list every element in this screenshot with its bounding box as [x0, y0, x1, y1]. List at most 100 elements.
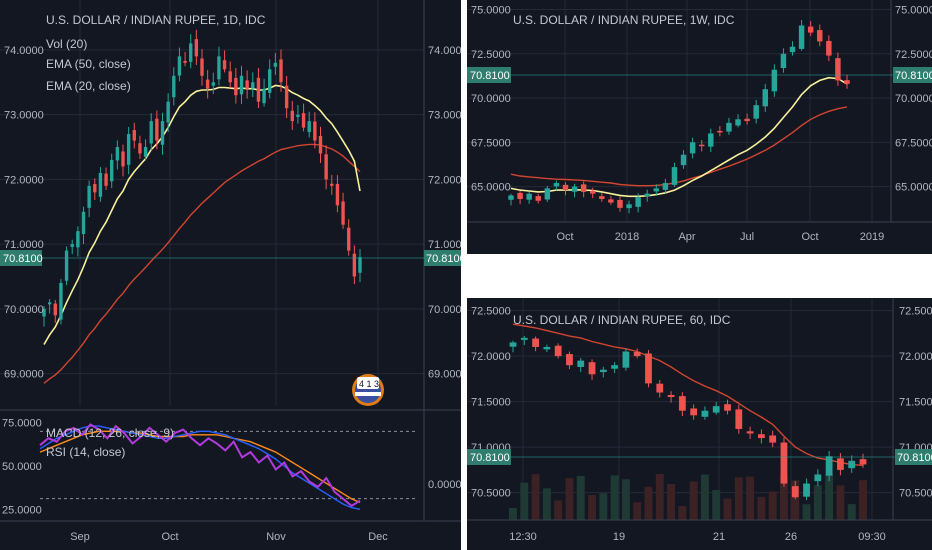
candle-body: [753, 105, 759, 119]
candle-body: [205, 79, 210, 89]
daily-last-price-left-badge: [0, 250, 42, 266]
volume-bar: [678, 506, 687, 520]
candle-body: [762, 89, 768, 107]
hourly-last-price-right: 70.8100: [897, 452, 932, 464]
price-tick-right: 71.5000: [899, 397, 932, 409]
candle-body: [608, 199, 614, 203]
candle-body: [580, 184, 587, 192]
candle-body: [126, 134, 131, 165]
candle-body: [746, 431, 754, 434]
candle-body: [653, 188, 660, 192]
indicator-vol-label[interactable]: Vol (20): [46, 37, 87, 51]
candle-body: [245, 80, 249, 89]
daily-ema50-layer: [43, 143, 361, 384]
volume-bar: [734, 477, 743, 520]
hourly-chart-panel[interactable]: 72.5000 72.5000 72.0000 72.0000 71.5000 71.50…: [467, 298, 932, 550]
candle-body: [296, 114, 300, 118]
candle-body: [517, 192, 523, 199]
candle-body: [769, 435, 777, 443]
candle-body: [680, 154, 687, 166]
volume-bar: [576, 475, 585, 520]
candle-body: [701, 410, 709, 417]
price-tick-right: 71.0000: [428, 239, 461, 251]
daily-last-price-tags: 70.8100 70.8100: [0, 250, 461, 266]
daily-ticks: 74.0000 74.0000 73.0000 73.0000 72.0000 72.00…: [2, 45, 461, 543]
candle-body: [47, 302, 52, 305]
volume-bar: [780, 474, 788, 520]
volume-bar: [565, 478, 574, 520]
weekly-last-price-left: 70.8100: [470, 70, 510, 82]
candle-body: [744, 118, 750, 122]
indicator-ema20-label[interactable]: EMA (20, close): [46, 79, 131, 93]
weekly-chart-svg[interactable]: 75.0000 75.0000 72.5000 72.5000 70.0000 70.00…: [467, 0, 932, 254]
candle-body: [53, 303, 57, 316]
candle-body: [667, 395, 675, 398]
candle-body: [121, 151, 125, 167]
indicator-rsi-label[interactable]: RSI (14, close): [46, 445, 125, 459]
hourly-chart-svg[interactable]: 72.5000 72.5000 72.0000 72.0000 71.5000 71.50…: [467, 298, 932, 550]
daily-chart-svg[interactable]: 74.0000 74.0000 73.0000 73.0000 72.0000 72.00…: [0, 0, 461, 550]
candle-body: [717, 130, 723, 133]
volume-bar: [667, 483, 676, 520]
candle-body: [268, 69, 272, 93]
candle-body: [143, 147, 148, 157]
candle-body: [301, 113, 306, 128]
price-tick-right: 67.5000: [895, 137, 932, 149]
candle-body: [543, 346, 551, 350]
price-tick-left: 75.0000: [471, 5, 511, 17]
candle-body: [544, 188, 551, 200]
candle-body: [307, 121, 311, 133]
candle-body: [724, 404, 731, 411]
price-tick-right: 69.0000: [428, 369, 461, 381]
time-tick: 26: [785, 531, 797, 543]
candle-body: [577, 360, 585, 367]
candle-body: [87, 185, 91, 208]
daily-last-price-right: 70.8100: [426, 253, 461, 265]
candle-body: [835, 58, 841, 81]
flag-badge[interactable]: 4 1 3: [352, 374, 384, 406]
time-tick: Dec: [368, 531, 388, 543]
rsi-line: [39, 423, 361, 508]
candle-body: [335, 183, 340, 206]
time-tick: Oct: [801, 231, 818, 243]
price-tick-left: 71.0000: [4, 239, 44, 251]
weekly-chart-panel[interactable]: 75.0000 75.0000 72.5000 72.5000 70.0000 70.00…: [467, 0, 932, 254]
volume-bar: [723, 498, 732, 520]
volume-bar: [509, 508, 517, 520]
weekly-last-price-left-badge: [467, 67, 511, 83]
candle-body: [848, 460, 856, 469]
candle-body: [825, 456, 833, 476]
indicator-ema50-label[interactable]: EMA (50, close): [46, 57, 131, 71]
candle-body: [155, 118, 159, 141]
candle-body: [726, 122, 732, 132]
candle-body: [826, 40, 832, 56]
hourly-last-price-right-badge: [895, 449, 932, 465]
hourly-chart-title: U.S. DOLLAR / INDIAN RUPEE, 60, IDC: [513, 313, 731, 327]
candle-body: [532, 338, 539, 347]
volume-bar: [746, 476, 755, 520]
candle-body: [611, 365, 618, 369]
price-tick-right: 72.0000: [428, 174, 461, 186]
price-tick-right: 72.5000: [899, 306, 932, 318]
candle-body: [803, 483, 810, 497]
candle-body: [758, 434, 765, 439]
candle-body: [273, 62, 278, 67]
candle-body: [256, 77, 261, 102]
candle-body: [115, 147, 120, 161]
candle-body: [160, 121, 165, 145]
candle-body: [110, 159, 114, 182]
candle-body: [42, 308, 46, 317]
weekly-ema50-layer: [510, 106, 848, 187]
price-tick-left: 70.0000: [4, 304, 44, 316]
volume-bar: [610, 475, 619, 520]
badge-label-box: [357, 377, 379, 389]
price-tick-right: 70.0000: [428, 304, 461, 316]
price-tick-right: 70.5000: [899, 488, 932, 500]
indicator-macd-label[interactable]: MACD (12, 26, close, 9): [46, 426, 174, 440]
candle-body: [590, 190, 596, 194]
candle-body: [698, 144, 705, 147]
candle-body: [262, 88, 266, 104]
time-tick: 21: [713, 531, 725, 543]
time-tick: Oct: [161, 531, 178, 543]
daily-chart-panel[interactable]: 74.0000 74.0000 73.0000 73.0000 72.0000 72.00…: [0, 0, 461, 550]
